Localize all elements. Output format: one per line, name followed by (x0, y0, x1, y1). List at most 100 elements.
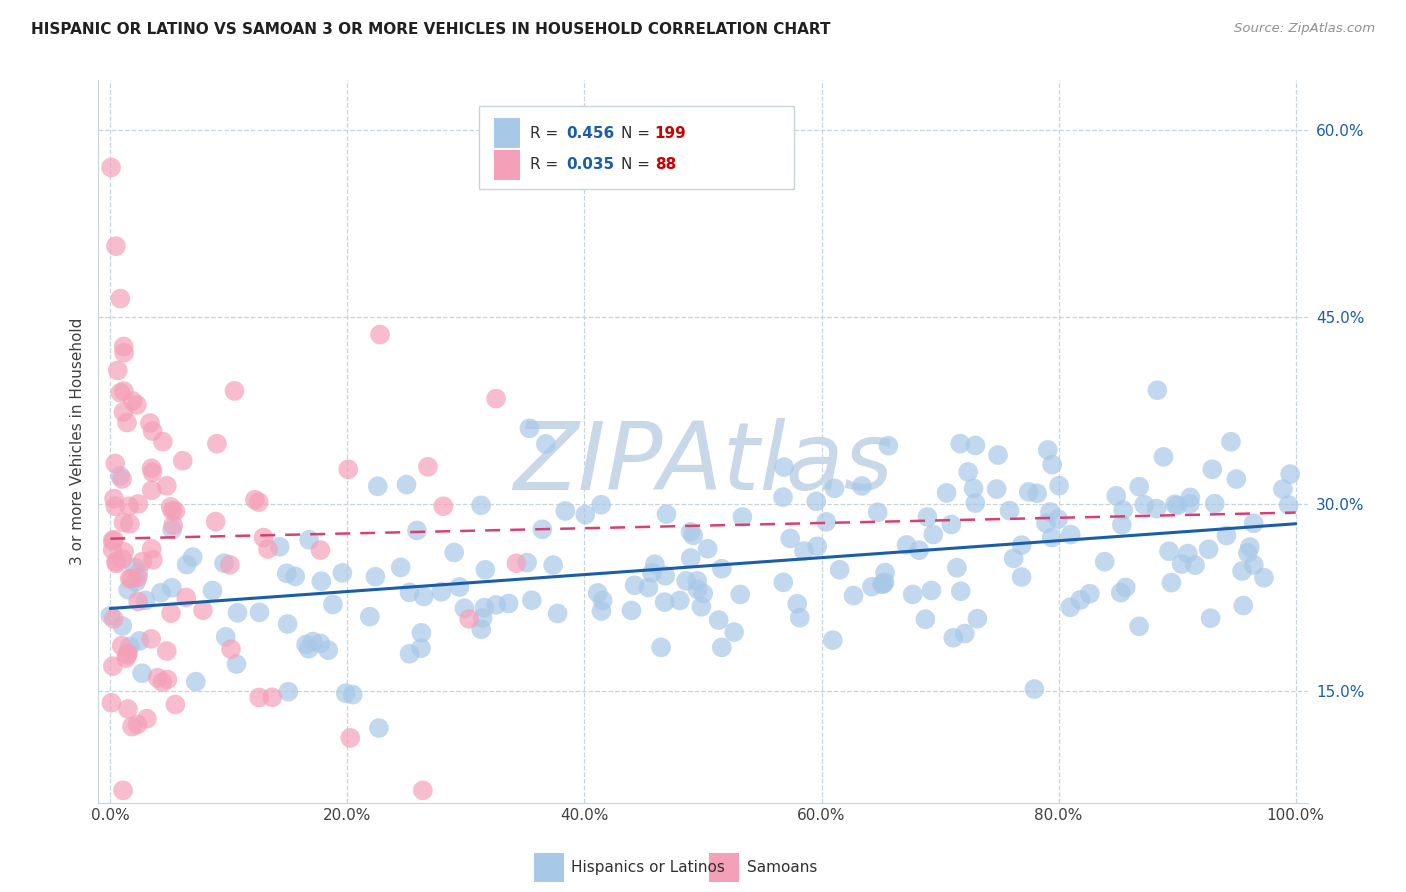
Point (118, 572, 141, 586)
Point (127, 717, 149, 731)
Point (295, 638, 318, 652)
Point (100, 696, 122, 710)
Point (1128, 619, 1150, 633)
Point (125, 398, 148, 412)
Point (686, 582, 709, 597)
Point (935, 486, 957, 500)
Point (679, 551, 702, 566)
Point (121, 394, 143, 409)
Point (117, 648, 139, 662)
Point (1279, 467, 1302, 482)
Point (623, 578, 645, 592)
Point (1237, 546, 1260, 560)
Point (793, 544, 815, 558)
Point (710, 562, 733, 576)
Point (1047, 512, 1070, 526)
Point (472, 600, 495, 615)
Y-axis label: 3 or more Vehicles in Household: 3 or more Vehicles in Household (70, 318, 86, 566)
Point (696, 541, 718, 556)
Point (531, 522, 554, 536)
Point (682, 528, 704, 542)
Point (443, 545, 465, 559)
Point (160, 606, 183, 620)
Point (342, 688, 364, 702)
Point (146, 671, 169, 685)
Point (152, 434, 174, 449)
FancyBboxPatch shape (534, 854, 564, 882)
Point (142, 424, 165, 438)
Point (135, 593, 157, 607)
Text: N =: N = (621, 126, 655, 141)
Point (644, 558, 666, 572)
Point (110, 385, 132, 400)
Point (675, 574, 697, 588)
Point (110, 468, 132, 483)
Point (412, 590, 434, 604)
Point (1201, 462, 1223, 476)
Point (965, 496, 987, 510)
Point (309, 543, 332, 558)
Point (534, 437, 557, 451)
Point (1011, 570, 1033, 584)
Point (412, 783, 434, 797)
Point (470, 498, 492, 512)
Point (115, 651, 138, 665)
Point (226, 606, 249, 620)
Point (411, 625, 433, 640)
Point (111, 639, 134, 653)
Point (1230, 564, 1253, 578)
Text: Samoans: Samoans (747, 860, 817, 875)
Point (957, 465, 980, 479)
Point (1026, 486, 1049, 500)
Point (225, 657, 247, 671)
FancyBboxPatch shape (494, 150, 520, 180)
Point (1215, 528, 1237, 542)
Point (118, 516, 141, 531)
Point (165, 698, 187, 712)
Point (128, 634, 150, 648)
Point (1036, 442, 1059, 457)
Point (262, 690, 284, 705)
Point (252, 531, 274, 545)
Point (368, 327, 391, 342)
Text: N =: N = (621, 157, 655, 172)
Point (821, 633, 844, 648)
Point (453, 601, 475, 615)
Point (873, 575, 896, 590)
Point (100, 161, 122, 175)
Point (731, 510, 754, 524)
Point (1146, 501, 1168, 516)
Point (101, 533, 124, 548)
Point (398, 585, 420, 599)
FancyBboxPatch shape (494, 118, 520, 148)
Point (654, 568, 676, 582)
Point (103, 612, 125, 626)
Text: Hispanics or Latinos: Hispanics or Latinos (571, 860, 725, 875)
Point (127, 571, 149, 585)
Point (115, 416, 138, 430)
Point (204, 515, 226, 529)
Point (302, 634, 325, 648)
Point (322, 598, 344, 612)
Point (815, 515, 838, 529)
Point (141, 465, 163, 479)
Point (941, 517, 963, 532)
Point (172, 454, 194, 468)
Point (162, 518, 184, 533)
Point (1133, 498, 1156, 512)
Point (519, 421, 541, 435)
Point (276, 566, 298, 581)
Point (112, 384, 135, 398)
Point (191, 603, 214, 617)
Point (1024, 681, 1046, 696)
Point (131, 666, 153, 681)
Point (165, 504, 187, 518)
Point (318, 643, 340, 657)
Point (692, 586, 714, 600)
Point (416, 459, 439, 474)
Point (1253, 571, 1275, 585)
Point (409, 641, 432, 656)
Point (367, 479, 389, 493)
Point (1011, 538, 1033, 552)
Text: 199: 199 (655, 126, 686, 141)
